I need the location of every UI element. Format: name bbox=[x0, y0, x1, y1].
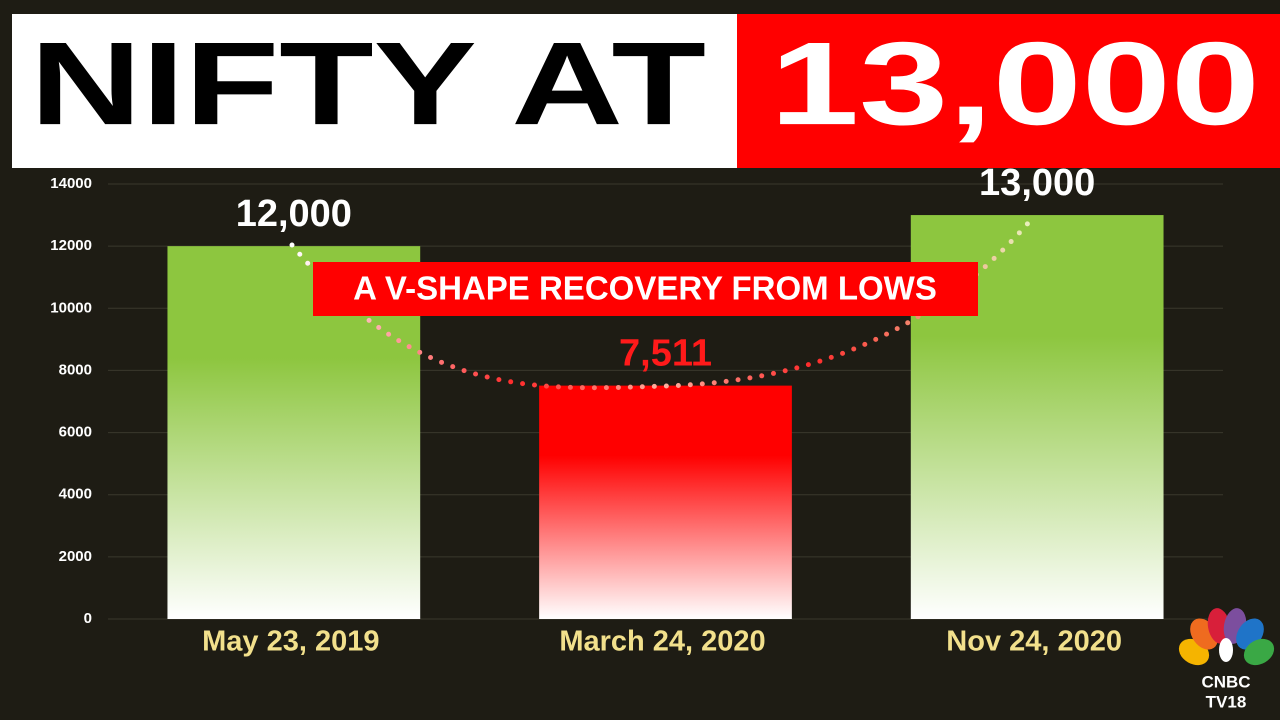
value-label: 13,000 bbox=[979, 162, 1095, 204]
value-label: 7,511 bbox=[619, 333, 712, 375]
y-tick-label: 6000 bbox=[59, 424, 92, 441]
chart-title: NIFTY AT bbox=[30, 18, 706, 150]
x-tick-label: March 24, 2020 bbox=[559, 626, 765, 658]
title-highlight-box bbox=[737, 14, 1280, 168]
value-label: 12,000 bbox=[236, 193, 352, 235]
v-curve bbox=[289, 212, 1038, 391]
title-box bbox=[12, 14, 737, 168]
y-tick-label: 4000 bbox=[59, 486, 92, 503]
y-tick-label: 0 bbox=[84, 610, 92, 627]
annotation: A V-SHAPE RECOVERY FROM LOWS bbox=[353, 270, 937, 307]
y-tick-label: 12000 bbox=[50, 237, 92, 254]
peacock bbox=[1178, 608, 1275, 666]
y-tick-label: 14000 bbox=[50, 175, 92, 192]
y-tick-label: 2000 bbox=[59, 548, 92, 565]
x-tick-label: Nov 24, 2020 bbox=[946, 626, 1122, 658]
annotation-box bbox=[313, 262, 978, 316]
logo-line1: CNBC bbox=[1201, 672, 1250, 691]
bar bbox=[539, 385, 792, 619]
y-tick-label: 10000 bbox=[50, 299, 92, 316]
y-tick-label: 8000 bbox=[59, 361, 92, 378]
x-tick-label: May 23, 2019 bbox=[202, 626, 379, 658]
logo-line2: TV18 bbox=[1206, 692, 1247, 711]
chart-title-highlight: 13,000 bbox=[770, 18, 1260, 150]
plot-area: 0 2000 4000 6000 8000 10000 12000 14000 May 23, … bbox=[50, 175, 1223, 658]
logo: CNBC TV18 bbox=[1178, 608, 1275, 711]
